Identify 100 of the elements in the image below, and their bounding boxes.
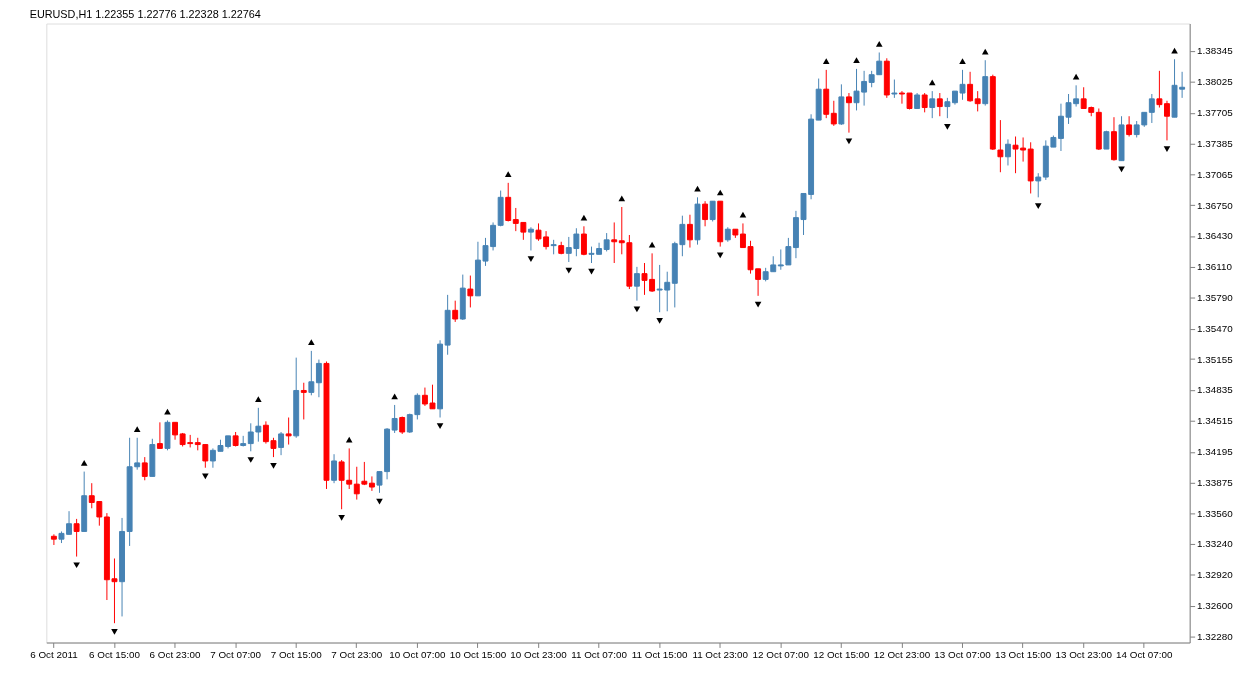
y-tick-label: 1.37705 — [1197, 107, 1234, 119]
y-tick-label: 1.34195 — [1197, 446, 1234, 458]
candlestick — [929, 90, 936, 119]
point — [164, 408, 171, 415]
point — [73, 562, 80, 569]
candlestick — [936, 92, 943, 117]
candlestick — [285, 417, 292, 446]
x-tick-label: 6 Oct 15:00 — [89, 648, 141, 660]
point — [656, 318, 663, 324]
point — [1163, 146, 1171, 152]
candlestick — [50, 533, 57, 546]
candlestick — [1126, 115, 1133, 137]
point — [822, 58, 830, 65]
point — [1034, 203, 1042, 209]
candlestick — [505, 182, 512, 222]
x-tick-label: 10 Oct 23:00 — [510, 648, 568, 660]
y-tick-label: 1.36430 — [1197, 230, 1234, 242]
x-tick-label: 10 Oct 07:00 — [389, 648, 447, 660]
y-tick-label: 1.32280 — [1197, 631, 1234, 643]
point — [391, 393, 398, 400]
x-tick-label: 13 Oct 15:00 — [994, 648, 1052, 660]
x-tick-label: 11 Oct 23:00 — [692, 648, 749, 660]
point — [648, 241, 656, 248]
point — [247, 457, 255, 463]
point — [80, 460, 88, 466]
y-tick-label: 1.33240 — [1197, 538, 1234, 550]
candlestick — [845, 92, 852, 134]
candlestick — [702, 200, 709, 227]
y-tick-label: 1.37385 — [1197, 138, 1234, 150]
point — [436, 423, 444, 430]
y-tick-label: 1.34515 — [1197, 415, 1234, 427]
candlestick — [611, 221, 618, 264]
candlestick — [467, 275, 474, 308]
candlestick — [452, 300, 459, 323]
y-tick-label: 1.33560 — [1197, 507, 1234, 519]
candlestick — [368, 475, 375, 492]
candlestick — [921, 92, 928, 113]
y-tick-label: 1.35470 — [1197, 323, 1234, 335]
candlestick — [331, 453, 338, 484]
x-tick-label: 12 Oct 15:00 — [813, 648, 871, 660]
candlestick — [891, 79, 898, 99]
point — [308, 339, 315, 346]
candlestick — [603, 232, 610, 252]
candlestick — [967, 71, 974, 103]
candlestick — [974, 90, 981, 112]
y-tick-label: 1.38345 — [1197, 45, 1234, 57]
point — [565, 267, 573, 274]
candlestick — [391, 404, 398, 434]
candlestick — [633, 266, 640, 302]
point — [588, 268, 595, 275]
y-tick-label: 1.35155 — [1197, 353, 1234, 365]
point — [716, 252, 724, 259]
candlestick — [686, 214, 693, 249]
y-tick-label: 1.33875 — [1197, 477, 1234, 489]
x-tick-label: 10 Oct 15:00 — [449, 648, 507, 660]
x-tick-label: 14 Oct 07:00 — [1116, 648, 1173, 660]
candlestick — [156, 421, 163, 449]
point — [618, 195, 626, 202]
y-tick-label: 1.37065 — [1197, 169, 1234, 181]
point — [845, 138, 853, 145]
x-tick-label: 6 Oct 23:00 — [149, 648, 202, 660]
chart-title: EURUSD,H1 1.22355 1.22776 1.22328 1.22764 — [29, 7, 261, 20]
point — [270, 462, 277, 469]
candlestick — [308, 350, 315, 396]
x-tick-label: 6 Oct 2011 — [30, 648, 78, 660]
point — [345, 436, 353, 443]
candlestick — [73, 518, 80, 558]
point — [111, 629, 118, 635]
point — [504, 171, 512, 178]
x-tick-label: 11 Oct 07:00 — [571, 648, 628, 660]
candlestick — [278, 431, 285, 456]
y-tick-label: 1.36750 — [1197, 199, 1234, 211]
x-tick-label: 13 Oct 23:00 — [1055, 648, 1113, 660]
candlestick — [1035, 172, 1042, 198]
point — [959, 58, 966, 65]
candlestick — [709, 200, 716, 222]
point — [255, 396, 262, 403]
point — [875, 40, 883, 47]
point — [694, 185, 701, 192]
point — [739, 211, 747, 218]
y-tick-label: 1.36110 — [1197, 261, 1233, 273]
y-tick-label: 1.38025 — [1197, 76, 1234, 88]
candlestick — [315, 359, 322, 398]
y-tick-label: 1.35790 — [1197, 292, 1234, 304]
x-tick-label: 13 Oct 07:00 — [934, 648, 992, 660]
point — [338, 515, 345, 521]
y-tick-label: 1.32920 — [1197, 569, 1234, 581]
x-tick-label: 12 Oct 07:00 — [752, 648, 810, 660]
point — [133, 426, 141, 432]
candlestick — [527, 226, 534, 251]
candlestick — [141, 456, 148, 481]
point — [527, 256, 535, 262]
x-tick-label: 7 Oct 07:00 — [210, 648, 262, 660]
y-tick-label: 1.34835 — [1197, 384, 1234, 396]
x-tick-label: 12 Oct 23:00 — [873, 648, 931, 660]
point — [944, 123, 951, 130]
point — [1118, 166, 1125, 173]
candlestick — [830, 100, 837, 127]
x-tick-label: 11 Oct 15:00 — [631, 648, 688, 660]
x-tick-label: 7 Oct 15:00 — [270, 648, 323, 660]
